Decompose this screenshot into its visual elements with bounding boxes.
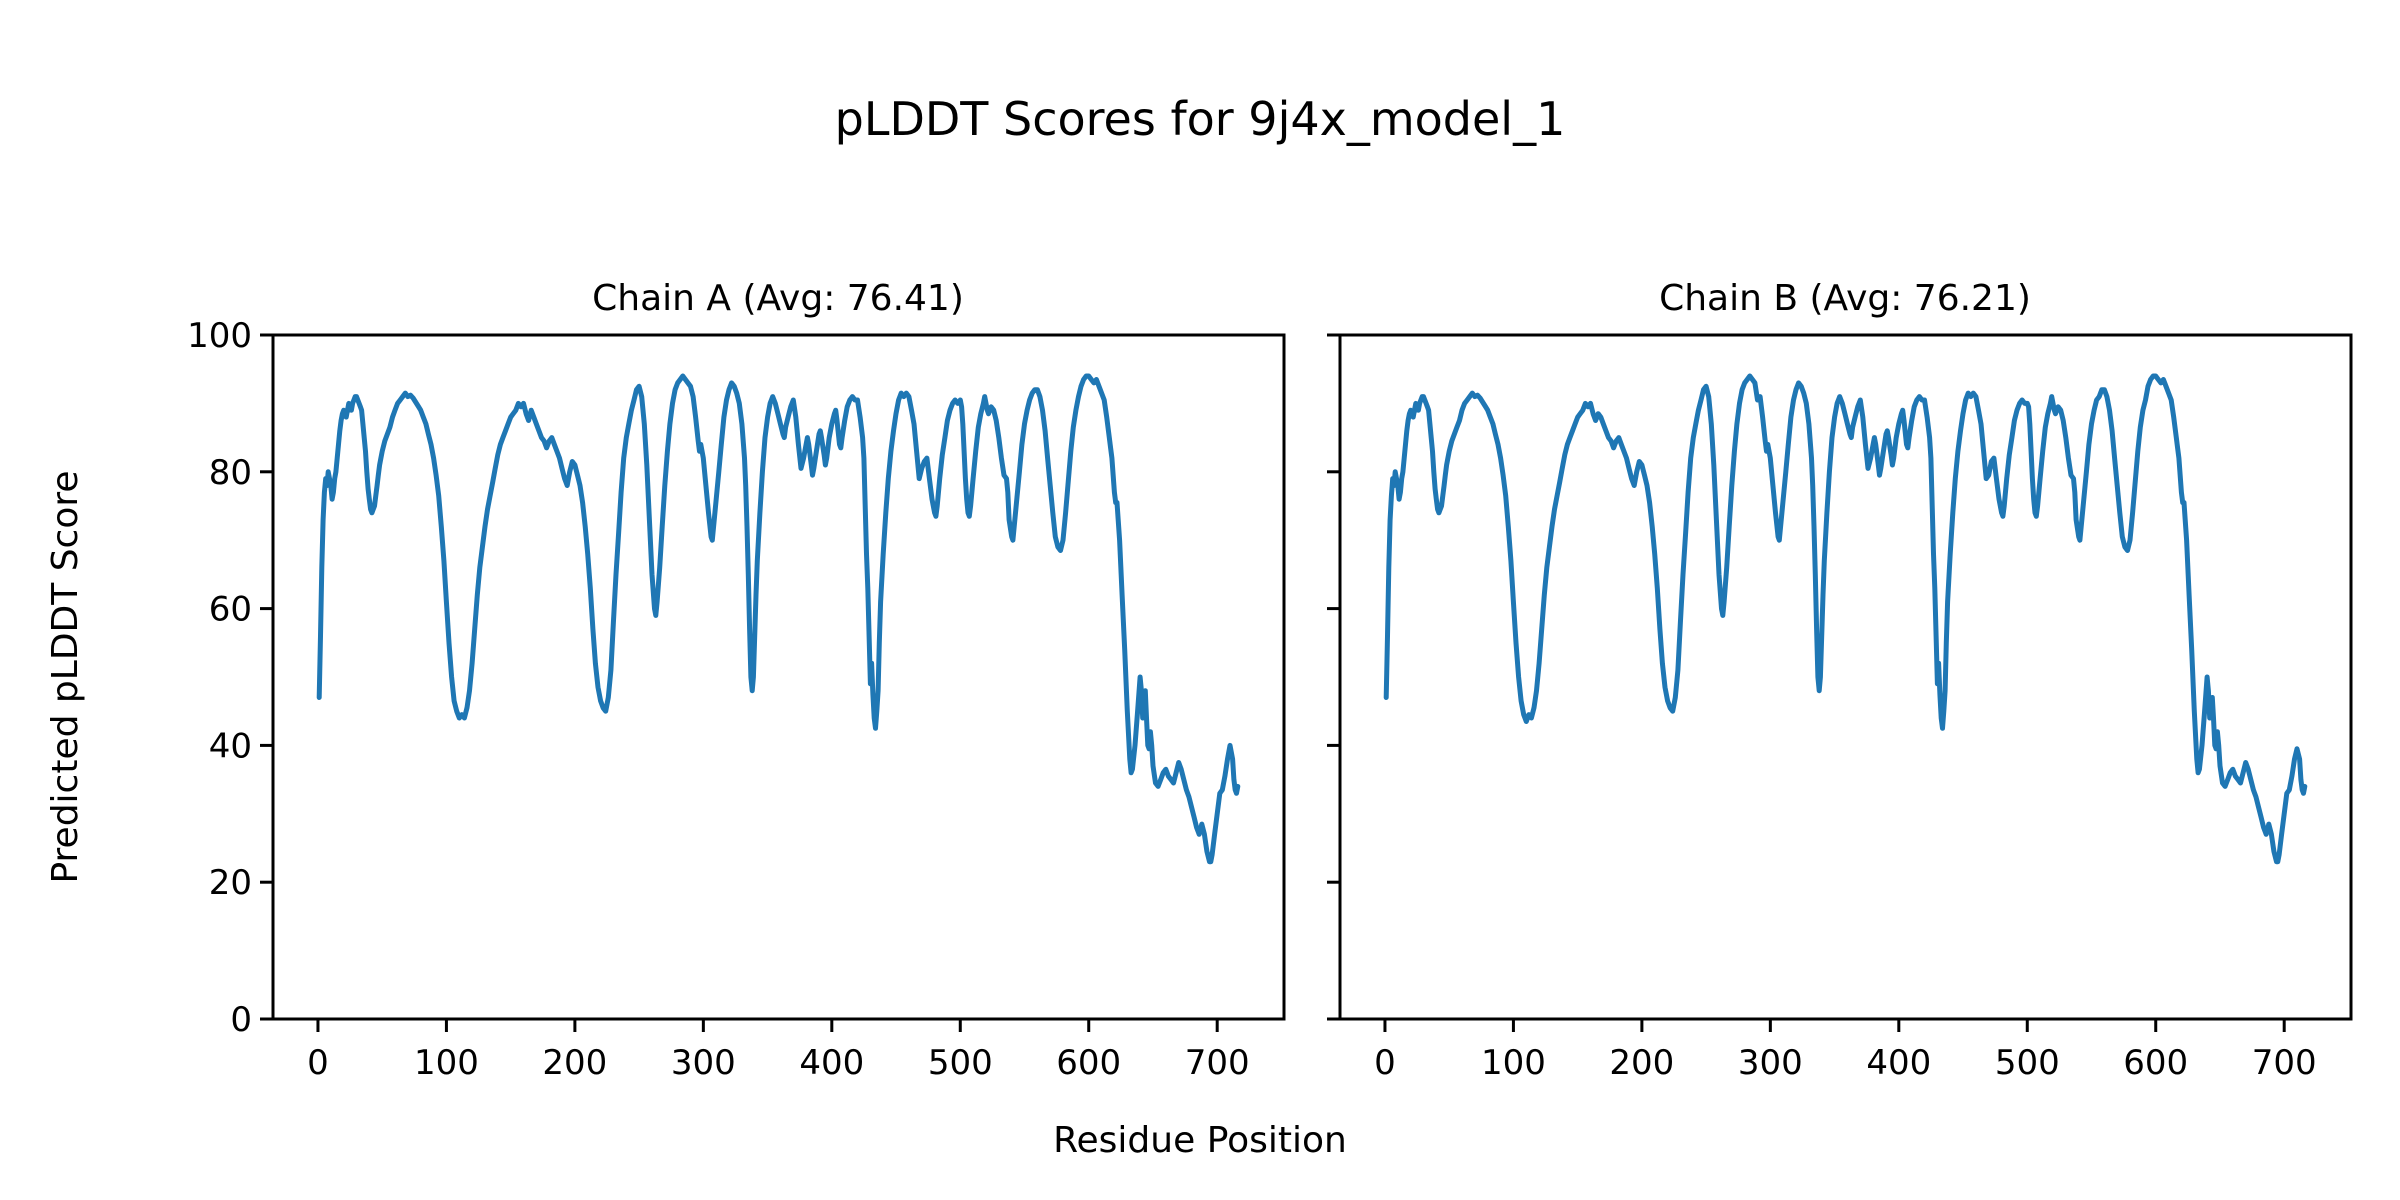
chain-b-title: Chain B (Avg: 76.21) (1659, 278, 2031, 319)
x-tick-label: 600 (1056, 1043, 1121, 1083)
axes-spines (271, 333, 1286, 1021)
x-tick-label: 100 (414, 1043, 479, 1083)
x-tick-label: 0 (307, 1043, 329, 1083)
y-tick-label: 80 (209, 453, 252, 493)
x-tick-label: 700 (2252, 1043, 2317, 1083)
chain-b-axes: 0 100 200 300 400 500 600 700 (1327, 333, 2353, 1083)
figure-title: pLDDT Scores for 9j4x_model_1 (835, 92, 1566, 146)
x-tick-label: 500 (928, 1043, 993, 1083)
x-tick-label: 200 (542, 1043, 607, 1083)
y-tick-label: 40 (209, 726, 252, 766)
x-tick-label: 300 (671, 1043, 736, 1083)
plddt-line-chain-b (1383, 373, 2308, 865)
y-axis-label: Predicted pLDDT Score (45, 470, 86, 883)
x-tick-label: 600 (2123, 1043, 2188, 1083)
chain-a-title: Chain A (Avg: 76.41) (592, 278, 964, 319)
y-tick-label: 100 (187, 316, 252, 356)
x-tick-label: 500 (1995, 1043, 2060, 1083)
axes-spines (1338, 333, 2353, 1021)
x-axis-label: Residue Position (1053, 1120, 1347, 1161)
y-tick-label: 60 (209, 590, 252, 630)
x-tick-label: 200 (1609, 1043, 1674, 1083)
x-tick-label: 400 (1866, 1043, 1931, 1083)
x-tick-label: 400 (799, 1043, 864, 1083)
plddt-line-chain-a (316, 373, 1241, 865)
x-tick-label: 0 (1374, 1043, 1396, 1083)
y-tick-label: 20 (209, 863, 252, 903)
x-tick-label: 700 (1185, 1043, 1250, 1083)
x-tick-label: 100 (1481, 1043, 1546, 1083)
y-tick-label: 0 (230, 1000, 252, 1040)
chain-a-axes: 0 100 200 300 400 500 600 700 0 20 40 60 80 100 (187, 316, 1286, 1083)
x-tick-label: 300 (1738, 1043, 1803, 1083)
